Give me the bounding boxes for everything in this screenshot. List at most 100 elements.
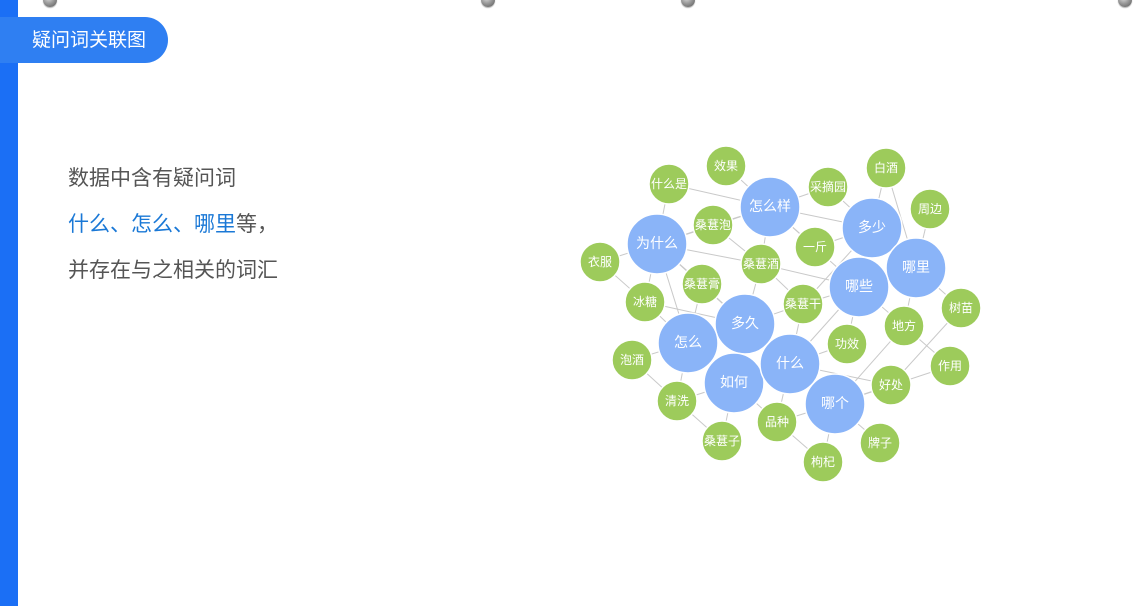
question-word-node[interactable]: 哪些 [828,256,890,318]
related-word-node[interactable]: 品种 [756,401,798,443]
left-accent-bar [0,0,18,606]
node-label: 枸杞 [811,454,835,469]
node-label: 桑葚膏 [684,276,720,291]
node-label: 好处 [879,378,903,392]
intro-line-2: 什么、怎么、哪里等， [68,201,388,247]
question-word-node[interactable]: 什么 [759,333,821,395]
node-label: 清洗 [665,394,689,408]
related-node-circle [826,323,868,365]
related-word-node[interactable]: 桑葚酒 [740,243,782,285]
node-label: 树苗 [949,300,973,315]
related-word-node[interactable]: 采摘园 [807,166,849,208]
node-label: 作用 [938,359,962,373]
question-word-node[interactable]: 哪里 [885,237,947,299]
related-node-circle [782,283,824,325]
pin-icon [481,0,495,7]
node-label: 哪些 [845,279,873,295]
related-word-node[interactable]: 作用 [929,345,971,387]
pin-icon [43,0,57,7]
related-node-circle [802,441,844,483]
question-word-node[interactable]: 多少 [841,197,903,259]
pin-icon [681,0,695,7]
question-node-circle [714,293,776,355]
related-word-node[interactable]: 桑葚膏 [681,263,723,305]
related-node-circle [705,145,747,187]
related-word-node[interactable]: 桑葚子 [701,420,743,462]
node-label: 采摘园 [810,179,846,194]
node-label: 哪里 [902,260,930,276]
related-word-node[interactable]: 好处 [870,364,912,406]
related-word-node[interactable]: 效果 [705,145,747,187]
node-label: 桑葚子 [704,434,740,448]
keyword-separator: 、 [173,212,194,236]
node-label: 泡酒 [620,353,644,367]
question-word-node[interactable]: 哪个 [804,373,866,435]
related-node-circle [701,420,743,462]
node-label: 为什么 [636,236,678,252]
related-word-node[interactable]: 桑葚干 [782,283,824,325]
related-node-circle [656,380,698,422]
node-label: 哪个 [821,396,849,412]
question-node-circle [739,176,801,238]
related-word-node[interactable]: 桑葚泡 [692,204,734,246]
node-label: 怎么 [674,335,702,351]
related-node-circle [692,204,734,246]
related-node-circle [883,305,925,347]
related-node-circle [929,345,971,387]
related-word-node[interactable]: 枸杞 [802,441,844,483]
related-node-circle [865,147,907,189]
related-word-node[interactable]: 冰糖 [624,281,666,323]
question-node-circle [759,333,821,395]
related-word-node[interactable]: 什么是 [648,163,690,205]
related-node-circle [624,281,666,323]
node-label: 周边 [918,202,942,216]
related-node-circle [756,401,798,443]
question-word-node[interactable]: 如何 [703,352,765,414]
keyword: 怎么 [131,212,173,236]
node-label: 多久 [731,315,759,332]
related-word-node[interactable]: 周边 [909,188,951,230]
related-word-node[interactable]: 清洗 [656,380,698,422]
node-label: 衣服 [588,254,612,269]
related-word-node[interactable]: 树苗 [940,287,982,329]
keyword: 什么 [68,212,110,236]
question-node-circle [828,256,890,318]
related-node-circle [807,166,849,208]
related-word-node[interactable]: 泡酒 [611,339,653,381]
related-word-node[interactable]: 功效 [826,323,868,365]
related-word-node[interactable]: 地方 [883,305,925,347]
related-word-node[interactable]: 衣服 [579,241,621,283]
node-label: 怎么样 [749,199,791,215]
page-title: 疑问词关联图 [0,17,168,63]
related-node-circle [940,287,982,329]
related-node-circle [859,422,901,464]
node-label: 牌子 [868,436,892,450]
question-node-circle [657,312,719,374]
intro-line-1: 数据中含有疑问词 [68,166,236,190]
question-word-node[interactable]: 怎么 [657,312,719,374]
node-label: 什么 [776,356,804,372]
related-word-node[interactable]: 牌子 [859,422,901,464]
node-label: 什么是 [651,177,687,191]
question-word-node[interactable]: 多久 [714,293,776,355]
related-word-node[interactable]: 白酒 [865,147,907,189]
related-node-circle [870,364,912,406]
question-node-circle [703,352,765,414]
question-node-circle [804,373,866,435]
question-node-circle [885,237,947,299]
node-label: 桑葚泡 [695,218,731,232]
node-label: 白酒 [874,160,898,175]
related-node-circle [740,243,782,285]
question-node-circle [841,197,903,259]
related-word-node[interactable]: 一斤 [794,226,836,268]
node-label: 桑葚干 [785,297,821,311]
related-node-circle [681,263,723,305]
question-word-node[interactable]: 为什么 [626,213,688,275]
node-label: 冰糖 [633,294,657,309]
question-word-node[interactable]: 怎么样 [739,176,801,238]
pin-icon [1118,0,1132,7]
node-label: 一斤 [803,240,827,254]
node-label: 地方 [892,318,916,333]
